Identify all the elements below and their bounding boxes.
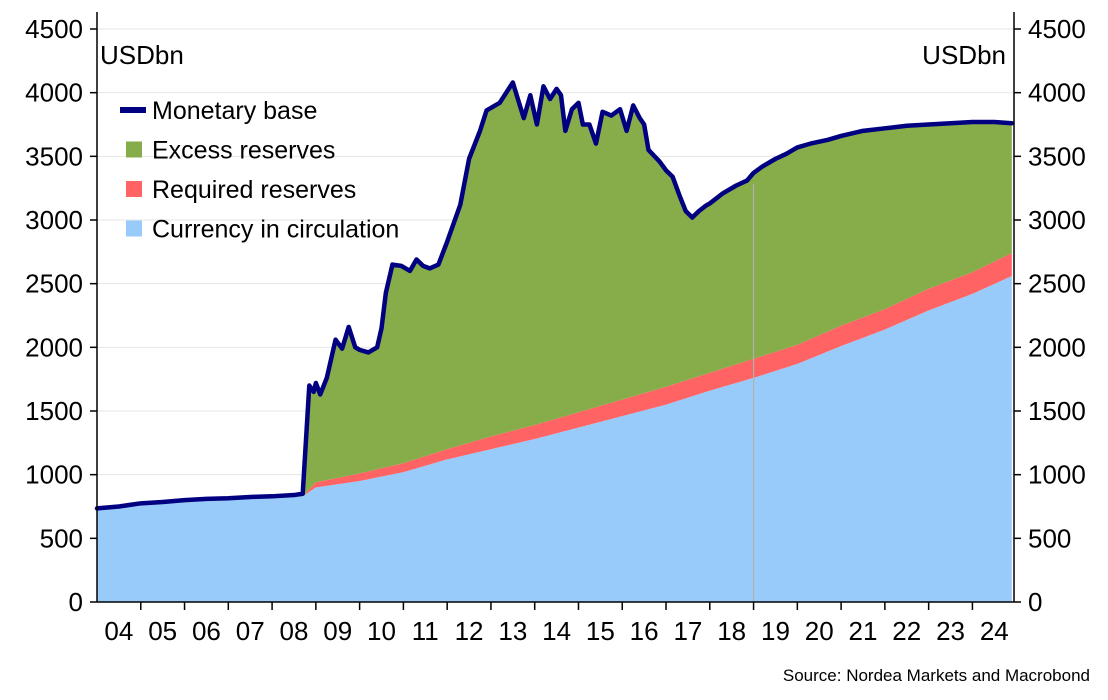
legend-label: Monetary base (152, 97, 317, 125)
axes: 0 0 500 500 1000 1000 1500 1500 2000 2000 2500 2500… (25, 12, 1086, 646)
y-tick-label: 3000 (25, 205, 83, 235)
stacked-areas (97, 82, 1012, 602)
y-tick-label-right: 0 (1028, 587, 1042, 617)
y-tick-label: 1000 (25, 460, 83, 490)
x-tick-label: 20 (805, 616, 834, 646)
left-unit-label: USDbn (100, 40, 184, 70)
x-tick-label: 21 (849, 616, 878, 646)
y-tick-label: 4000 (25, 78, 83, 108)
y-tick-label-right: 2000 (1028, 332, 1086, 362)
x-tick-label: 23 (936, 616, 965, 646)
legend-swatch (126, 220, 142, 237)
y-tick-label: 3500 (25, 141, 83, 171)
x-tick-label: 12 (455, 616, 484, 646)
x-tick-label: 22 (892, 616, 921, 646)
x-tick-label: 07 (236, 616, 265, 646)
x-tick-label: 15 (586, 616, 615, 646)
monetary-base-line (94, 80, 1015, 511)
y-tick-label: 2000 (25, 332, 83, 362)
x-tick-label: 14 (542, 616, 571, 646)
y-tick-label-right: 3500 (1028, 141, 1086, 171)
y-tick-label-right: 500 (1028, 523, 1071, 553)
legend-swatch (126, 141, 142, 158)
x-tick-label: 05 (148, 616, 177, 646)
y-tick-label-right: 4000 (1028, 78, 1086, 108)
legend-label: Currency in circulation (152, 216, 399, 244)
right-unit-label: USDbn (922, 40, 1006, 70)
line-monetary-base (94, 80, 1015, 511)
area-excess-reserves (97, 82, 1012, 511)
y-tick-label: 2500 (25, 269, 83, 299)
legend: Monetary base Excess reserves Required res… (120, 97, 399, 244)
x-tick-label: 04 (104, 616, 133, 646)
y-tick-label: 4500 (25, 14, 83, 44)
y-tick-label-right: 3000 (1028, 205, 1086, 235)
x-tick-label: 17 (673, 616, 702, 646)
y-tick-label: 500 (40, 523, 83, 553)
y-tick-label-right: 1500 (1028, 396, 1086, 426)
area-currency-in-circulation (97, 276, 1012, 602)
legend-label: Excess reserves (152, 137, 335, 165)
source-note: Source: Nordea Markets and Macrobond (782, 666, 1090, 685)
x-tick-label: 10 (367, 616, 396, 646)
x-tick-label: 06 (192, 616, 221, 646)
x-tick-label: 09 (323, 616, 352, 646)
x-tick-label: 16 (630, 616, 659, 646)
x-tick-label: 08 (280, 616, 309, 646)
x-tick-label: 18 (717, 616, 746, 646)
x-tick-label: 11 (412, 616, 439, 646)
legend-label: Required reserves (152, 176, 356, 204)
y-tick-label-right: 4500 (1028, 14, 1086, 44)
y-tick-label: 0 (69, 587, 83, 617)
y-tick-label: 1500 (25, 396, 83, 426)
x-tick-label: 13 (498, 616, 527, 646)
x-tick-label: 24 (980, 616, 1009, 646)
legend-swatch-line (120, 107, 146, 113)
y-tick-label-right: 2500 (1028, 269, 1086, 299)
y-tick-label-right: 1000 (1028, 460, 1086, 490)
x-tick-label: 19 (761, 616, 790, 646)
legend-swatch (126, 181, 142, 197)
